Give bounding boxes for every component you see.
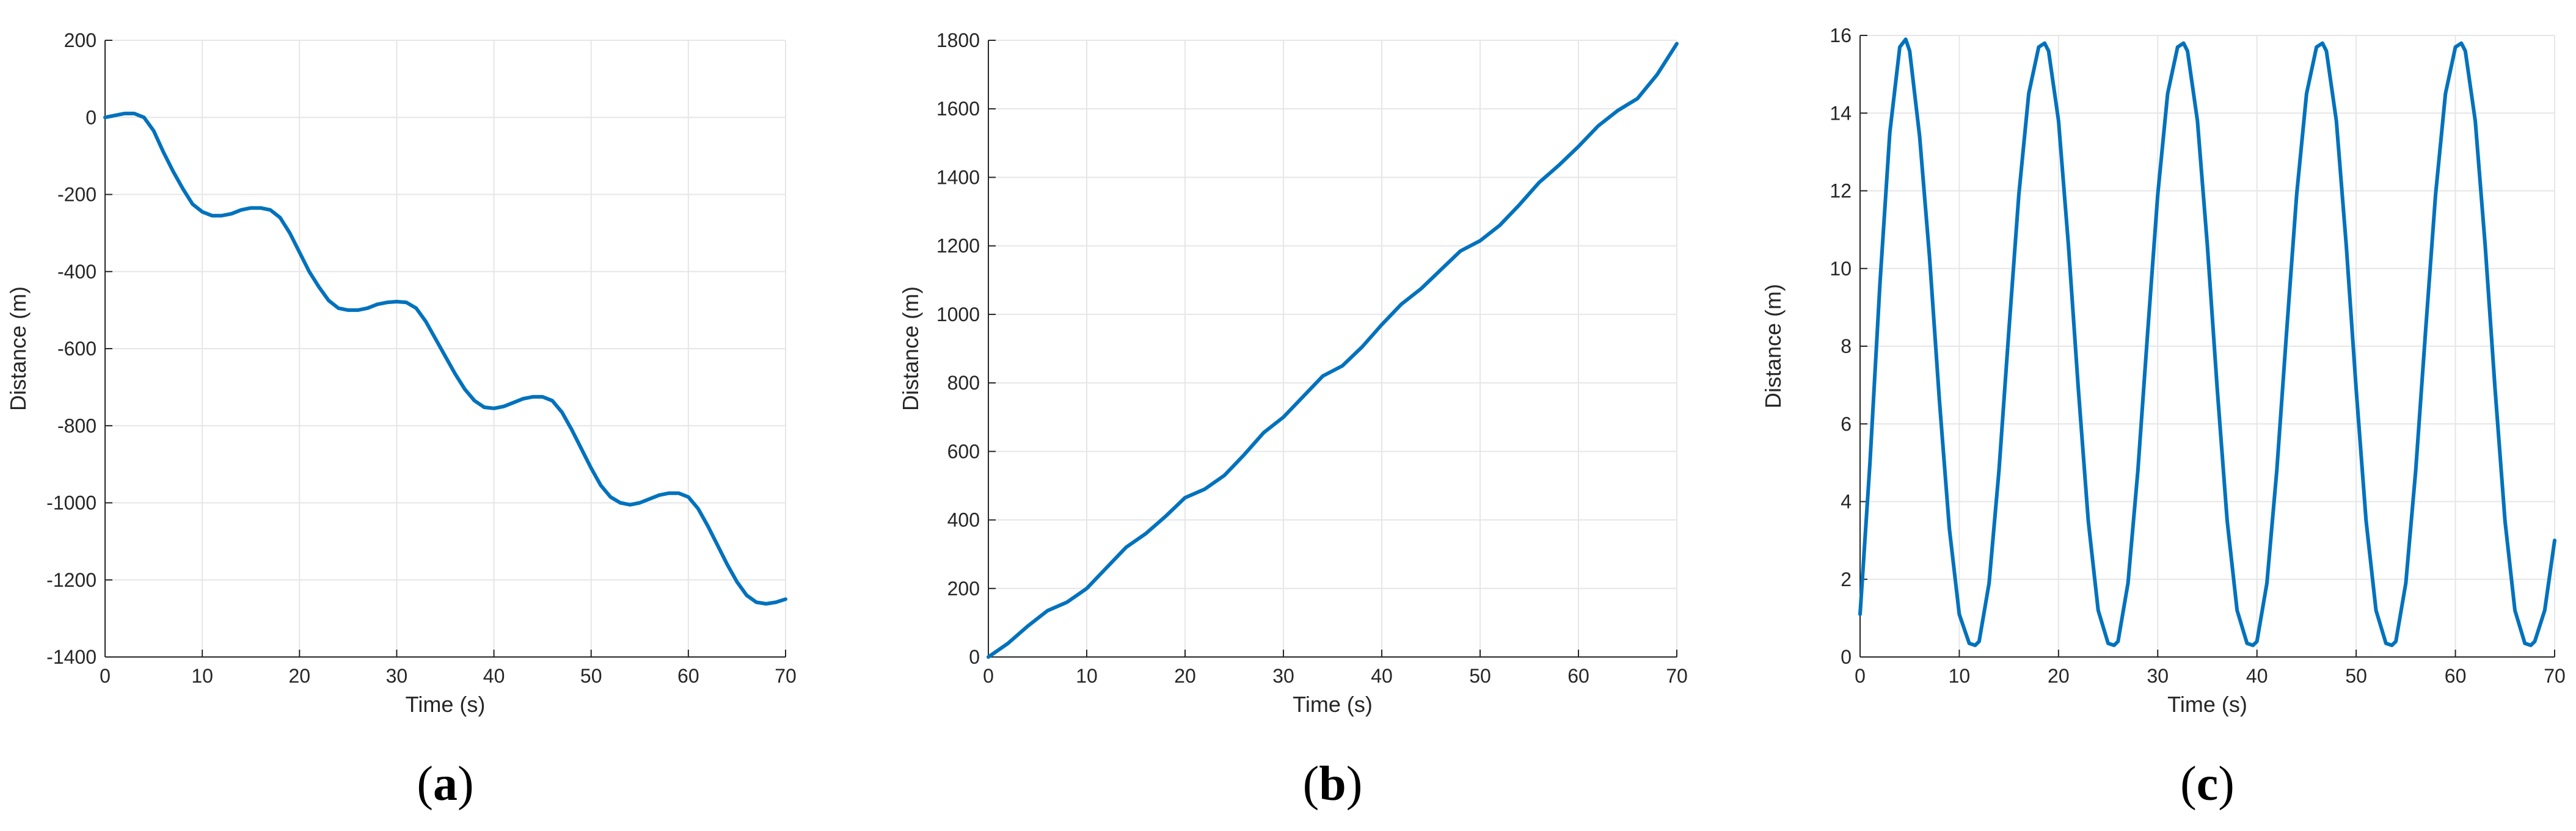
x-tick-label: 40 [2246,665,2268,687]
series-line [103,111,787,606]
y-tick-label: 800 [947,372,980,394]
y-tick-label: 2 [1841,568,1852,590]
x-axis-label: Time (s) [2167,692,2247,717]
y-tick-label: -1000 [46,492,97,514]
x-tick-label: 10 [1076,665,1098,687]
y-tick-label: -1200 [46,569,97,591]
y-tick-label: 4 [1841,491,1852,513]
x-tick-label: 20 [1174,665,1196,687]
y-tick-label: 12 [1830,180,1852,202]
y-axis-label: Distance (m) [898,286,923,411]
chart-panel-c: 0 10 20 30 40 50 60 70 0 2 4 6 8 10 12 14 16 Time (s) Dist… [1761,24,2566,811]
x-tick-label: 50 [580,665,602,687]
y-tick-label: 200 [947,578,980,600]
y-tick-label: 400 [947,509,980,531]
x-tick-label: 20 [2048,665,2070,687]
y-tick-label: -800 [57,415,97,437]
y-tick-label: -600 [57,338,97,360]
y-tick-label: 1400 [936,166,980,188]
y-tick-label: 1800 [936,29,980,51]
y-tick-label: 0 [969,646,980,668]
x-tick-label: 0 [100,665,111,687]
x-tick-label: 40 [1371,665,1393,687]
y-tick-label: 6 [1841,413,1852,435]
y-axis-label: Distance (m) [5,286,31,411]
x-tick-label: 40 [483,665,505,687]
panel-label: (b) [1303,757,1363,811]
y-tick-label: 200 [64,29,97,51]
series-line [1858,37,2556,647]
x-tick-label: 60 [2445,665,2467,687]
x-tick-label: 0 [983,665,994,687]
x-tick-label: 50 [1469,665,1491,687]
x-tick-label: 30 [386,665,408,687]
y-tick-label: 0 [1841,646,1852,668]
chart-panel-a: 0 10 20 30 40 50 60 70 -1400 -1200 -1000 -800 -600 -4… [5,29,797,811]
y-axis-label: Distance (m) [1761,284,1786,408]
y-tick-label: 14 [1830,102,1852,124]
series-line [987,42,1679,659]
y-tick-label: -200 [57,184,97,206]
y-tick-label: 10 [1830,258,1852,280]
y-tick-label: 16 [1830,24,1852,46]
x-axis-label: Time (s) [406,692,486,717]
x-tick-label: 0 [1855,665,1866,687]
x-tick-label: 70 [1666,665,1688,687]
panel-label: (a) [417,757,473,811]
y-tick-label: 8 [1841,335,1852,357]
x-tick-label: 60 [1567,665,1589,687]
chart-panel-b: 0 10 20 30 40 50 60 70 0 200 400 600 800 1000 1200 1400… [898,29,1688,811]
y-tick-label: 600 [947,440,980,462]
y-tick-label: 1000 [936,303,980,325]
x-tick-label: 10 [1949,665,1971,687]
x-axis-label: Time (s) [1293,692,1373,717]
y-tick-label: 1200 [936,235,980,257]
y-tick-label: 0 [86,106,97,128]
y-tick-label: -400 [57,261,97,283]
x-tick-label: 10 [191,665,213,687]
x-tick-label: 30 [2147,665,2169,687]
panel-label: (c) [2180,757,2235,811]
x-tick-label: 50 [2345,665,2367,687]
x-tick-label: 70 [2544,665,2566,687]
x-tick-label: 30 [1272,665,1294,687]
x-tick-label: 20 [288,665,310,687]
x-tick-label: 70 [775,665,797,687]
y-tick-label: 1600 [936,98,980,120]
x-tick-label: 60 [677,665,699,687]
y-tick-label: -1400 [46,646,97,668]
